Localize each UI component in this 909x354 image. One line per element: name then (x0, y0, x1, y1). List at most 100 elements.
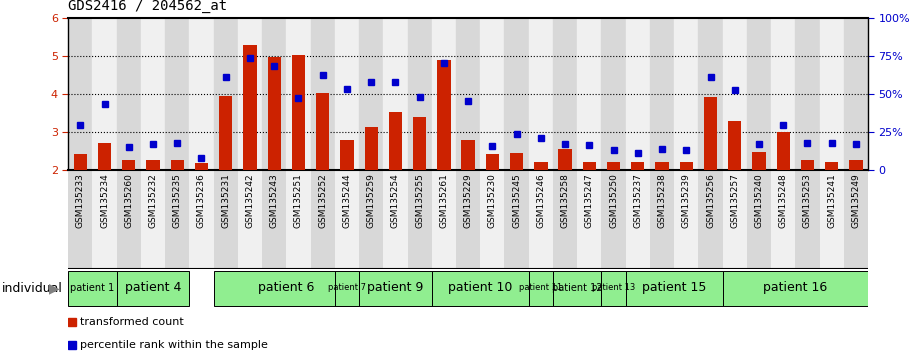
Bar (558, 149, 572, 170)
Text: GSM135230: GSM135230 (488, 173, 497, 228)
Text: GSM135250: GSM135250 (609, 173, 618, 228)
Bar (602, 271, 625, 306)
Text: GSM135229: GSM135229 (464, 173, 473, 228)
Bar (631, 161, 644, 170)
Bar (195, 163, 208, 170)
Bar (244, 45, 256, 170)
Bar (583, 161, 596, 170)
Bar (723, 170, 747, 269)
Bar (214, 170, 238, 269)
Bar (704, 97, 717, 170)
Text: patient 13: patient 13 (592, 283, 635, 292)
Bar (171, 160, 184, 170)
Bar (504, 170, 529, 269)
Bar (68, 271, 116, 306)
Bar (655, 162, 669, 170)
Text: GDS2416 / 204562_at: GDS2416 / 204562_at (68, 0, 227, 12)
Bar (292, 55, 305, 170)
Bar (359, 170, 384, 269)
Bar (93, 170, 116, 269)
Text: GSM135246: GSM135246 (536, 173, 545, 228)
Text: GSM135260: GSM135260 (125, 173, 134, 228)
Bar (728, 121, 742, 170)
Bar (141, 170, 165, 269)
Bar (365, 127, 378, 170)
Text: patient 1: patient 1 (70, 283, 115, 293)
Text: GSM135261: GSM135261 (439, 173, 448, 228)
Bar (68, 18, 93, 170)
Text: GSM135252: GSM135252 (318, 173, 327, 228)
Bar (602, 170, 625, 269)
Bar (844, 170, 868, 269)
Text: GSM135232: GSM135232 (148, 173, 157, 228)
Bar (189, 18, 214, 170)
Bar (286, 18, 311, 170)
Text: patient 10: patient 10 (448, 281, 513, 294)
Text: patient 7: patient 7 (328, 283, 366, 292)
Bar (165, 170, 189, 269)
Text: GSM135245: GSM135245 (512, 173, 521, 228)
Bar (650, 18, 674, 170)
Bar (795, 170, 820, 269)
Text: GSM135234: GSM135234 (100, 173, 109, 228)
Bar (311, 170, 335, 269)
Bar (849, 160, 863, 170)
Bar (801, 160, 814, 170)
Text: GSM135240: GSM135240 (754, 173, 764, 228)
Bar (116, 271, 189, 306)
Bar (311, 18, 335, 170)
Bar (771, 170, 795, 269)
Bar (437, 60, 451, 170)
Bar (219, 96, 233, 170)
Text: GSM135238: GSM135238 (657, 173, 666, 228)
Bar (577, 18, 602, 170)
Bar (825, 161, 838, 170)
Bar (753, 153, 765, 170)
Bar (432, 170, 456, 269)
Bar (577, 170, 602, 269)
Bar (553, 18, 577, 170)
Text: GSM135255: GSM135255 (415, 173, 425, 228)
Bar (407, 170, 432, 269)
Bar (214, 18, 238, 170)
Text: GSM135235: GSM135235 (173, 173, 182, 228)
Bar (189, 170, 214, 269)
Bar (485, 154, 499, 170)
Bar (602, 18, 625, 170)
Text: patient 9: patient 9 (367, 281, 424, 294)
Text: ▶: ▶ (48, 281, 59, 296)
Bar (529, 170, 553, 269)
Bar (359, 271, 432, 306)
Bar (98, 143, 111, 170)
Bar (432, 271, 529, 306)
Bar (723, 271, 868, 306)
Bar (747, 18, 771, 170)
Bar (504, 18, 529, 170)
Text: GSM135251: GSM135251 (294, 173, 303, 228)
Bar (407, 18, 432, 170)
Bar (771, 18, 795, 170)
Bar (747, 170, 771, 269)
Bar (674, 18, 698, 170)
Text: GSM135248: GSM135248 (779, 173, 788, 228)
Bar (340, 140, 354, 170)
Bar (625, 18, 650, 170)
Text: GSM135254: GSM135254 (391, 173, 400, 228)
Bar (116, 170, 141, 269)
Text: GSM135259: GSM135259 (366, 173, 375, 228)
Bar (776, 132, 790, 170)
Bar (510, 153, 524, 170)
Text: individual: individual (2, 282, 63, 295)
Text: GSM135258: GSM135258 (561, 173, 570, 228)
Bar (650, 170, 674, 269)
Text: patient 4: patient 4 (125, 281, 181, 294)
Bar (432, 18, 456, 170)
Bar (267, 57, 281, 170)
Bar (93, 18, 116, 170)
Bar (238, 18, 262, 170)
Bar (723, 18, 747, 170)
Text: GSM135231: GSM135231 (221, 173, 230, 228)
Text: patient 16: patient 16 (764, 281, 827, 294)
Bar (456, 170, 480, 269)
Bar (553, 271, 602, 306)
